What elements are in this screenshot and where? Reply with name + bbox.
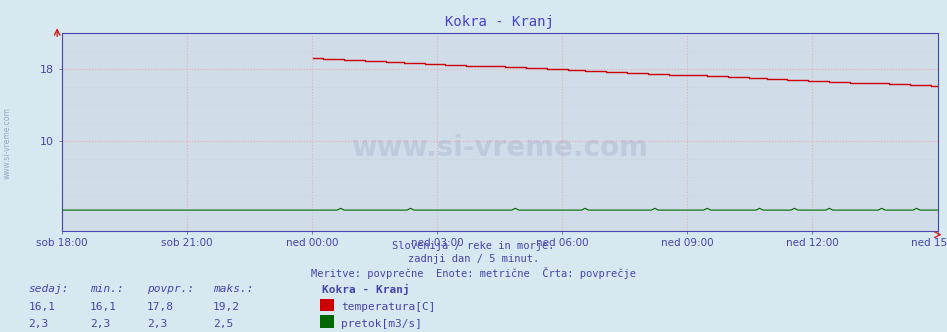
Text: Meritve: povprečne  Enote: metrične  Črta: povprečje: Meritve: povprečne Enote: metrične Črta:… — [311, 267, 636, 279]
Text: Slovenija / reke in morje.: Slovenija / reke in morje. — [392, 241, 555, 251]
Text: zadnji dan / 5 minut.: zadnji dan / 5 minut. — [408, 254, 539, 264]
Text: pretok[m3/s]: pretok[m3/s] — [341, 319, 422, 329]
Text: min.:: min.: — [90, 284, 124, 294]
Title: Kokra - Kranj: Kokra - Kranj — [445, 15, 554, 29]
Text: temperatura[C]: temperatura[C] — [341, 302, 436, 312]
Text: www.si-vreme.com: www.si-vreme.com — [3, 107, 12, 179]
Text: 2,3: 2,3 — [147, 319, 167, 329]
Text: 2,3: 2,3 — [90, 319, 110, 329]
Text: 2,5: 2,5 — [213, 319, 233, 329]
Text: sedaj:: sedaj: — [28, 284, 69, 294]
Text: Kokra - Kranj: Kokra - Kranj — [322, 284, 410, 295]
Text: 17,8: 17,8 — [147, 302, 174, 312]
Text: www.si-vreme.com: www.si-vreme.com — [351, 134, 648, 162]
Text: 19,2: 19,2 — [213, 302, 241, 312]
Text: 16,1: 16,1 — [28, 302, 56, 312]
Text: 16,1: 16,1 — [90, 302, 117, 312]
Text: povpr.:: povpr.: — [147, 284, 194, 294]
Text: 2,3: 2,3 — [28, 319, 48, 329]
Text: maks.:: maks.: — [213, 284, 254, 294]
